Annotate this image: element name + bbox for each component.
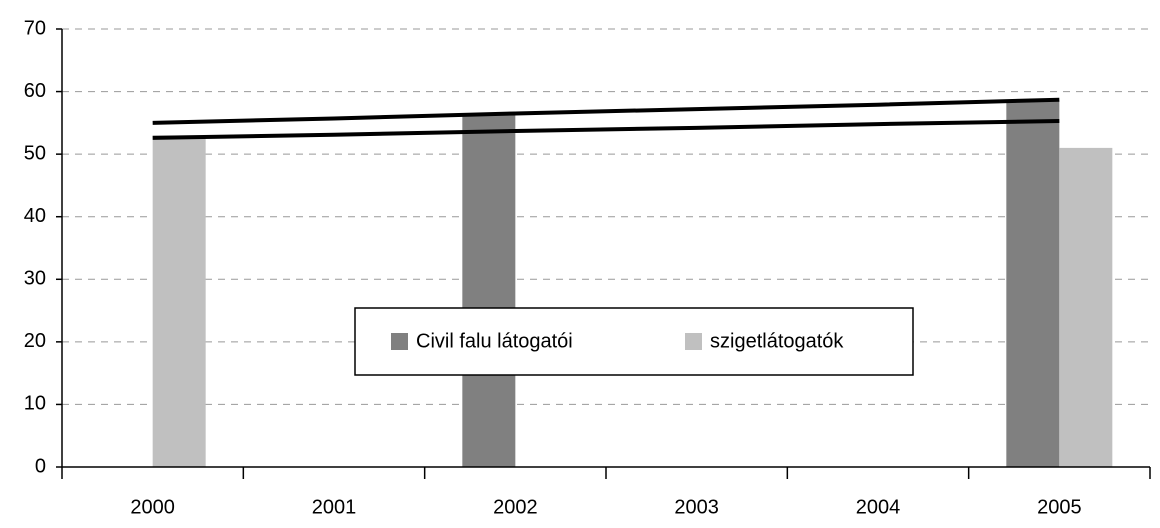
legend-label: szigetlátogatók — [710, 330, 844, 352]
x-tick-label: 2003 — [674, 496, 719, 518]
x-tick-label: 2000 — [130, 496, 175, 518]
x-tick-label: 2001 — [312, 496, 357, 518]
legend-swatch — [685, 333, 702, 350]
x-tick-label: 2002 — [493, 496, 538, 518]
y-tick-label: 0 — [35, 455, 46, 477]
trend-line — [152, 118, 1060, 140]
x-tick-label: 2004 — [856, 496, 901, 518]
y-tick-label: 50 — [24, 142, 46, 164]
y-tick-label: 20 — [24, 330, 46, 352]
y-tick-label: 30 — [24, 268, 46, 290]
legend-label: Civil falu látogatói — [416, 330, 573, 352]
y-tick-label: 60 — [24, 80, 46, 102]
y-tick-label: 70 — [24, 17, 46, 39]
y-tick-label: 40 — [24, 205, 46, 227]
bar — [1059, 147, 1113, 467]
bar — [1006, 100, 1060, 468]
legend-box — [354, 307, 914, 376]
x-tick-label: 2005 — [1037, 496, 1082, 518]
bar — [152, 135, 206, 467]
trend-line — [152, 97, 1060, 125]
y-tick-label: 10 — [24, 393, 46, 415]
legend-swatch — [391, 333, 408, 350]
bar — [462, 114, 516, 468]
